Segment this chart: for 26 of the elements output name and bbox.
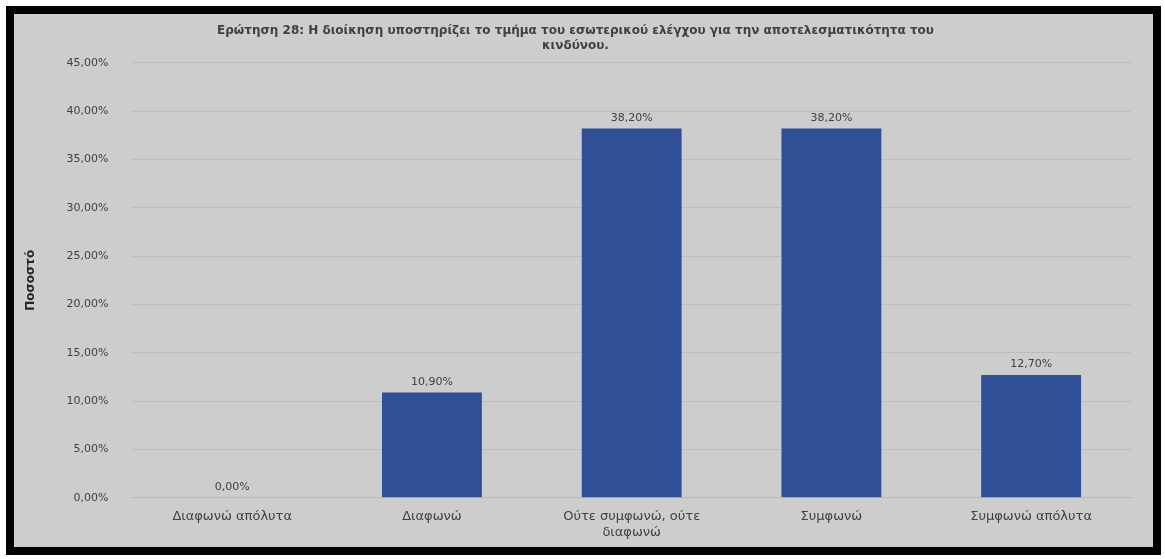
y-tick-label: 0,00% [73,490,109,504]
x-tick-label: Συμφωνώ απόλυτα [970,507,1092,523]
y-tick-label: 15,00% [66,345,109,359]
x-tick-label: Διαφωνώ [402,507,462,523]
bar [981,375,1082,498]
data-label: 0,00% [214,480,250,494]
x-tick-label: Διαφωνώ απόλυτα [172,507,292,523]
y-tick-label: 5,00% [73,442,109,456]
data-label: 38,20% [610,110,653,124]
x-tick-label: Ούτε συμφωνώ, ούτε διαφωνώ [563,507,701,539]
data-label: 10,90% [410,374,453,388]
y-tick-label: 20,00% [66,297,109,311]
bar [382,392,482,498]
y-tick-label: 35,00% [66,152,109,166]
y-tick-label: 45,00% [66,55,109,69]
y-axis-title: Ποσοστό [23,249,38,311]
y-tick-label: 10,00% [66,393,109,407]
y-tick-label: 30,00% [66,200,109,214]
data-label: 12,70% [1010,357,1053,371]
bar [781,128,882,498]
bar [581,128,682,498]
y-tick-label: 40,00% [66,103,109,117]
chart-title: Ερώτηση 28: Η διοίκηση υποστηρίζει το τμήμα του εσωτερικού ελέγχου για την αποτελεσματικότητα του κινδύνου. [217,23,934,52]
y-tick-label: 25,00% [66,248,109,262]
x-tick-label: Συμφωνώ [800,507,863,523]
data-label: 38,20% [810,110,853,124]
